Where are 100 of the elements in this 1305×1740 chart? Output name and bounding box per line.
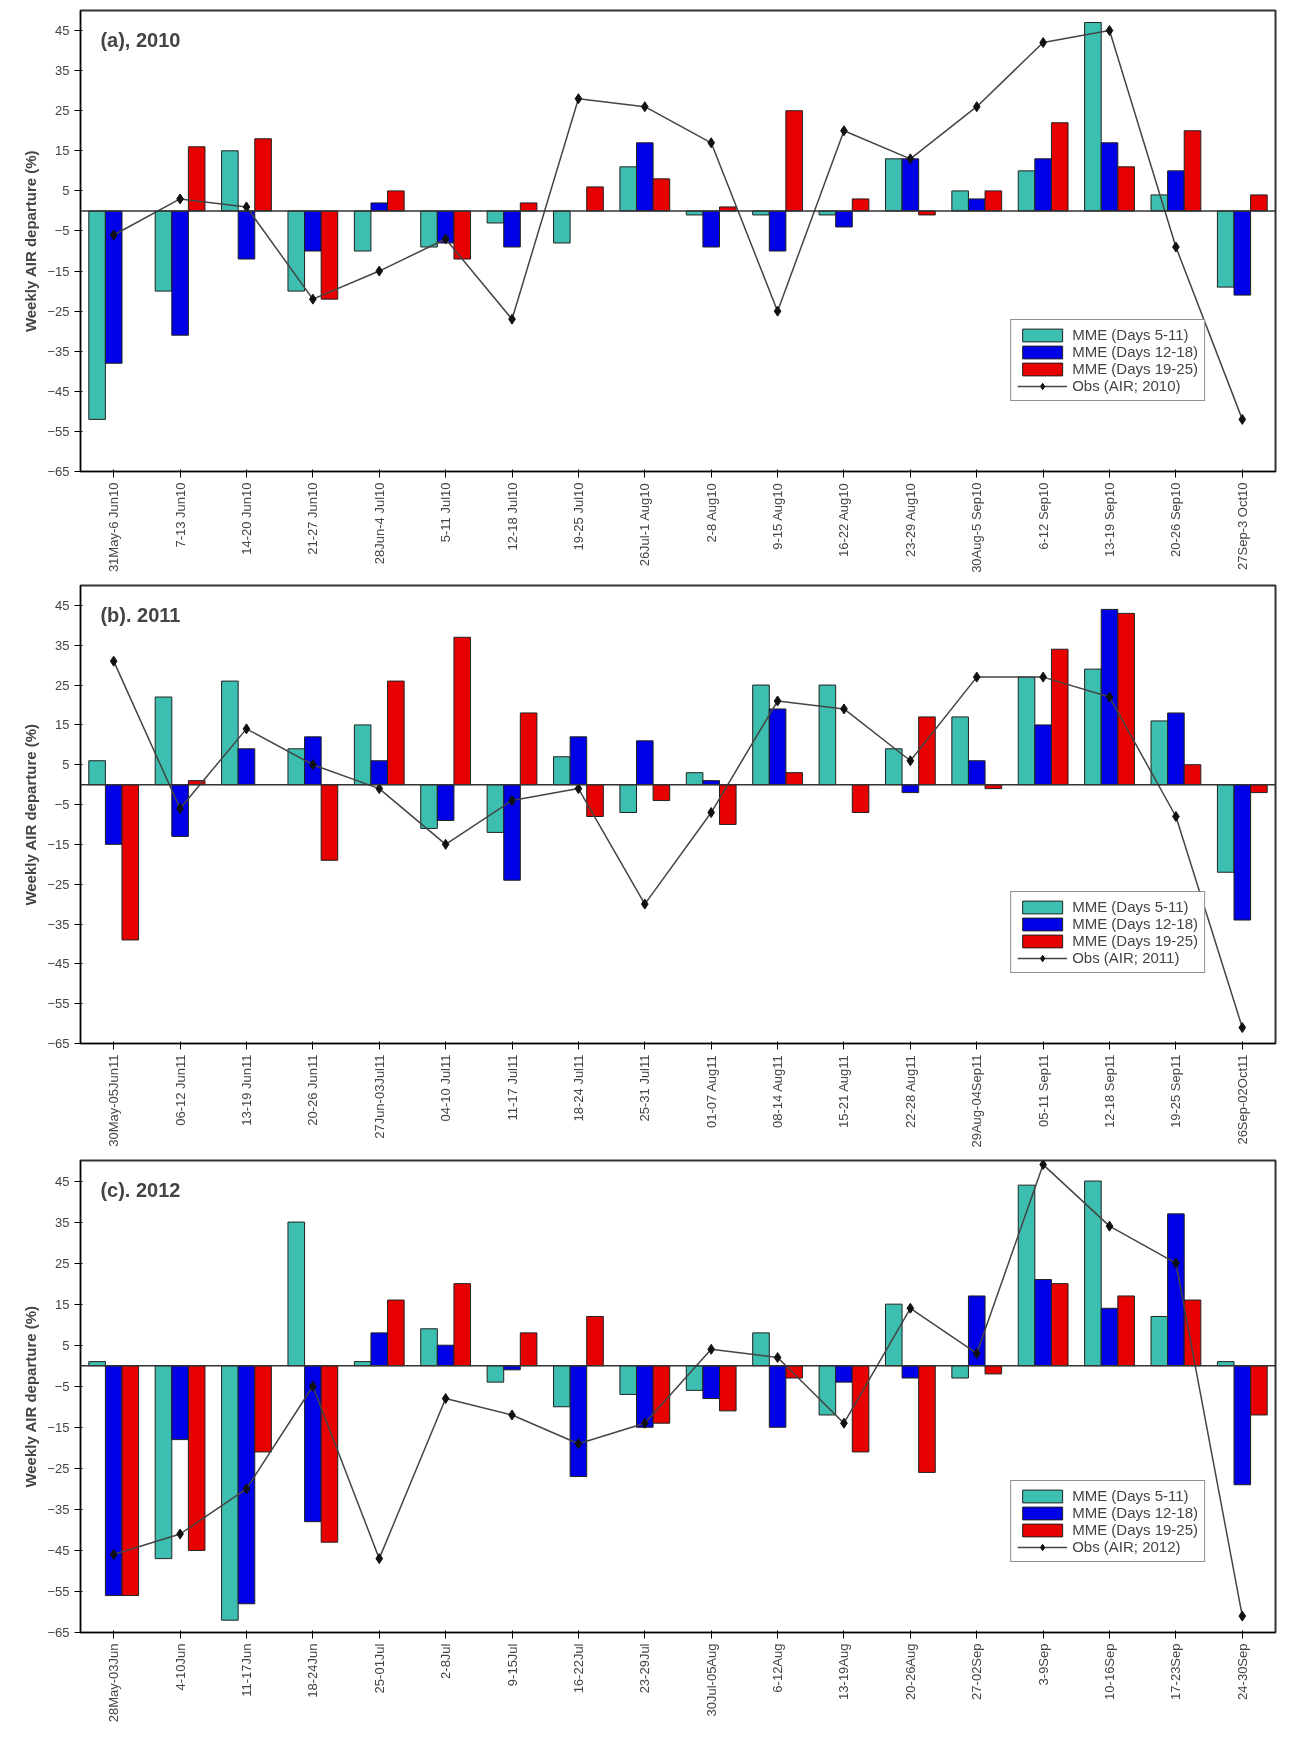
x-tick-label: 25-31 Jul11 <box>637 1054 653 1122</box>
x-tick-label: 26Jul-1 Aug10 <box>637 483 653 567</box>
x-tick-label: 18-24Jun <box>305 1643 321 1698</box>
y-tick-label: −45 <box>47 956 70 972</box>
x-tick-label: 23-29Jul <box>637 1643 653 1694</box>
y-tick-label: −15 <box>47 1419 70 1435</box>
y-tick-label: −45 <box>47 383 70 399</box>
x-tick-label: 2-8 Aug10 <box>703 483 719 543</box>
y-tick-label: −35 <box>47 1501 70 1517</box>
y-tick-label: −65 <box>47 1036 70 1051</box>
x-tick-label: 23-29 Aug10 <box>902 483 918 557</box>
x-tick-label: 11-17Jun <box>238 1643 254 1697</box>
y-axis-title: Weekly AIR departure (%) <box>22 1305 40 1488</box>
x-tick-label: 19-25 Jul10 <box>570 482 586 551</box>
bar <box>851 198 870 212</box>
x-tick-label: 01-07 Aug11 <box>703 1055 719 1128</box>
y-tick-label: −65 <box>47 464 70 479</box>
y-tick-label: −5 <box>54 1378 70 1394</box>
y-tick-label: 45 <box>55 1173 70 1189</box>
text: (a), 2010 <box>100 28 181 51</box>
y-tick-label: 25 <box>55 1255 70 1271</box>
bar <box>851 784 870 814</box>
legend-label: Obs (AIR; 2011) <box>1072 949 1180 966</box>
x-tick-label: 11-17 Jul11 <box>504 1054 520 1121</box>
x-tick-label: 24-30Sep <box>1234 1643 1250 1700</box>
x-tick-label: 10-16Sep <box>1102 1643 1118 1700</box>
legend-label: MME (Days 19-25) <box>1072 360 1198 377</box>
text: (b). 2011 <box>100 603 181 626</box>
x-tick-label: 6-12Aug <box>770 1643 786 1693</box>
x-tick-label: 28May-03Jun <box>106 1643 122 1723</box>
bar <box>1250 194 1268 212</box>
y-tick-label: −55 <box>47 996 70 1012</box>
y-tick-label: 45 <box>55 23 70 39</box>
x-tick-label: 06-12 Jun11 <box>172 1054 188 1126</box>
legend-label: MME (Days 5-11) <box>1072 1487 1189 1504</box>
bar <box>254 138 272 212</box>
x-tick-label: 04-10 Jul11 <box>438 1054 454 1122</box>
y-tick-label: 15 <box>55 143 70 159</box>
legend-label: MME (Days 19-25) <box>1072 932 1198 949</box>
y-tick-label: 35 <box>55 1214 70 1230</box>
legend-label: MME (Days 5-11) <box>1072 326 1189 343</box>
y-tick-label: −65 <box>47 1625 70 1640</box>
y-tick-label: 25 <box>55 103 70 119</box>
x-tick-label: 18-24 Jul11 <box>570 1054 586 1122</box>
x-tick-label: 6-12 Sep10 <box>1035 482 1051 550</box>
x-tick-label: 22-28 Aug11 <box>902 1055 918 1128</box>
y-tick-label: −55 <box>47 423 70 439</box>
x-tick-label: 14-20 Jun10 <box>238 482 254 555</box>
y-tick-label: −5 <box>54 797 70 813</box>
y-tick-label: 15 <box>55 717 70 733</box>
y-tick-label: −25 <box>47 876 70 892</box>
legend-label: MME (Days 12-18) <box>1072 915 1198 932</box>
bar <box>785 110 803 212</box>
y-tick-label: −35 <box>47 343 70 359</box>
x-tick-label: 16-22Jul <box>570 1643 586 1694</box>
x-tick-label: 05-11 Sep11 <box>1035 1054 1051 1128</box>
y-tick-label: −45 <box>47 1542 70 1558</box>
x-tick-label: 29Aug-04Sep11 <box>969 1054 985 1148</box>
x-tick-label: 17-23Sep <box>1168 1643 1184 1700</box>
x-tick-label: 27Sep-3 Oct10 <box>1234 482 1250 570</box>
x-tick-label: 08-14 Aug11 <box>770 1055 786 1128</box>
x-tick-label: 30May-05Jun11 <box>106 1054 122 1147</box>
legend-label: MME (Days 5-11) <box>1072 898 1189 915</box>
y-tick-label: −25 <box>47 303 70 319</box>
legend-label: MME (Days 12-18) <box>1072 343 1198 360</box>
y-tick-label: 5 <box>62 183 70 199</box>
bar <box>187 146 206 212</box>
x-tick-label: 13-19 Sep10 <box>1102 482 1118 557</box>
x-tick-label: 28Jun-4 Jul10 <box>371 482 387 565</box>
x-tick-label: 2-8Jul <box>438 1643 454 1679</box>
x-tick-label: 20-26 Jun11 <box>305 1054 321 1126</box>
x-tick-label: 20-26Aug <box>902 1643 918 1700</box>
y-tick-label: −25 <box>47 1460 70 1476</box>
bar <box>818 684 837 786</box>
bar <box>586 186 604 212</box>
y-tick-label: 35 <box>55 637 70 653</box>
y-tick-label: −15 <box>47 263 70 279</box>
x-tick-label: 12-18 Sep11 <box>1102 1054 1118 1128</box>
x-tick-label: 27Jun-03Jul11 <box>371 1054 387 1139</box>
y-tick-label: 5 <box>62 1337 70 1353</box>
x-tick-label: 15-21 Aug11 <box>836 1055 852 1128</box>
bar <box>237 210 256 260</box>
x-tick-label: 5-11 Jul10 <box>438 482 454 543</box>
x-tick-label: 27-02Sep <box>969 1643 985 1700</box>
x-tick-label: 3-9Sep <box>1035 1643 1051 1686</box>
x-tick-label: 13-19Aug <box>836 1643 852 1700</box>
x-tick-label: 12-18 Jul10 <box>504 482 520 551</box>
y-tick-label: 15 <box>55 1296 70 1312</box>
y-axis-title: Weekly AIR departure (%) <box>22 723 40 906</box>
legend-label: MME (Days 19-25) <box>1072 1521 1198 1538</box>
x-tick-label: 7-13 Jun10 <box>172 482 188 548</box>
y-tick-label: 5 <box>62 757 70 773</box>
legend-label: Obs (AIR; 2012) <box>1072 1538 1181 1555</box>
legend-label: Obs (AIR; 2010) <box>1072 377 1181 394</box>
x-tick-label: 30Aug-5 Sep10 <box>969 482 985 573</box>
bar <box>519 202 538 212</box>
y-tick-label: −35 <box>47 916 70 932</box>
legend-label: MME (Days 12-18) <box>1072 1504 1198 1521</box>
y-tick-label: 35 <box>55 63 70 79</box>
x-tick-label: 26Sep-02Oct11 <box>1234 1054 1250 1145</box>
